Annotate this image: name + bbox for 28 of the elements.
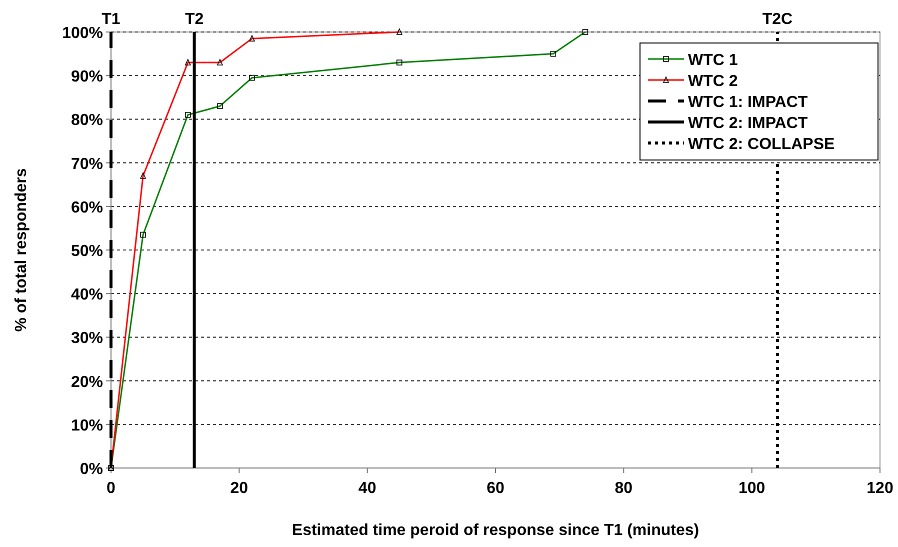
legend-label: WTC 1: [688, 52, 738, 69]
y-tick-label: 20%: [70, 374, 103, 391]
x-tick-label: 60: [486, 480, 504, 497]
y-tick-label: 60%: [70, 199, 103, 216]
y-tick-label: 80%: [70, 112, 103, 130]
annotation: WTC 1: IMPACT: [688, 94, 808, 111]
y-tick-label: 50%: [70, 243, 103, 260]
x-tick-label: 0: [106, 480, 116, 497]
y-tick-label: 0%: [80, 461, 103, 478]
y-tick-label: 30%: [70, 330, 103, 348]
ref-line-label: T1: [102, 11, 120, 28]
ref-line-label: T2: [184, 11, 204, 28]
x-tick-label: 100: [738, 480, 766, 497]
legend-label: WTC 2: [688, 73, 738, 90]
y-tick-label: 70%: [70, 156, 103, 173]
y-tick-label: 100%: [62, 25, 103, 42]
annotation: WTC 2: COLLAPSE: [688, 136, 835, 153]
x-tick-label: 80: [614, 480, 633, 497]
y-tick-label: 40%: [70, 286, 103, 304]
y-axis-title: % of total responders: [13, 168, 30, 332]
annotation: WTC 2: IMPACT: [688, 115, 808, 132]
x-tick-label: 20: [230, 480, 248, 497]
x-axis-title: Estimated time peroid of response since T1 (minutes): [292, 522, 700, 539]
y-tick-label: 10%: [70, 417, 103, 434]
y-tick-label: 90%: [70, 68, 103, 86]
ref-line-label: T2C: [762, 11, 794, 28]
x-tick-label: 120: [866, 480, 894, 497]
x-tick-label: 40: [358, 480, 376, 497]
